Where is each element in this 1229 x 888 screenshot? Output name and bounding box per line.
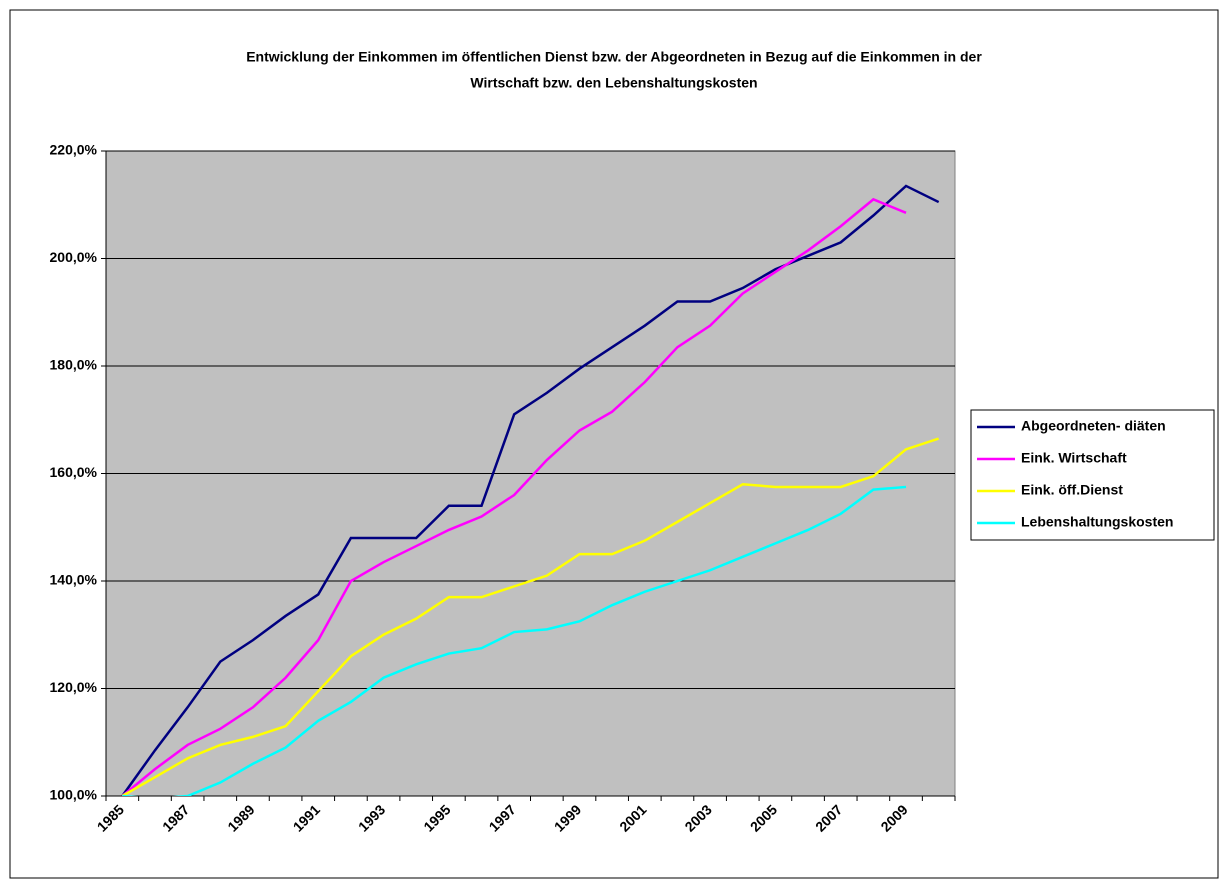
y-tick-label: 200,0% — [50, 249, 98, 265]
legend-label: Eink. öff.Dienst — [1021, 482, 1123, 498]
y-tick-label: 180,0% — [50, 357, 98, 373]
legend-label: Eink. Wirtschaft — [1021, 450, 1127, 466]
series-group — [121, 184, 940, 796]
legend-label: Abgeordneten- diäten — [1021, 418, 1166, 434]
series-line — [121, 197, 907, 796]
chart-title: Entwicklung der Einkommen im öffentliche… — [246, 49, 982, 65]
legend-box — [970, 409, 1215, 541]
y-tick-label: 220,0% — [50, 142, 98, 158]
y-tick-label: 100,0% — [50, 787, 98, 803]
y-tick-label: 140,0% — [50, 572, 98, 588]
y-tick-label: 160,0% — [50, 464, 98, 480]
series-line — [121, 437, 940, 796]
chart-title: Wirtschaft bzw. den Lebenshaltungskosten — [470, 75, 757, 91]
series-line — [122, 485, 907, 796]
legend-label: Lebenshaltungskosten — [1021, 514, 1173, 530]
y-tick-label: 120,0% — [50, 679, 98, 695]
series-line — [121, 184, 940, 796]
